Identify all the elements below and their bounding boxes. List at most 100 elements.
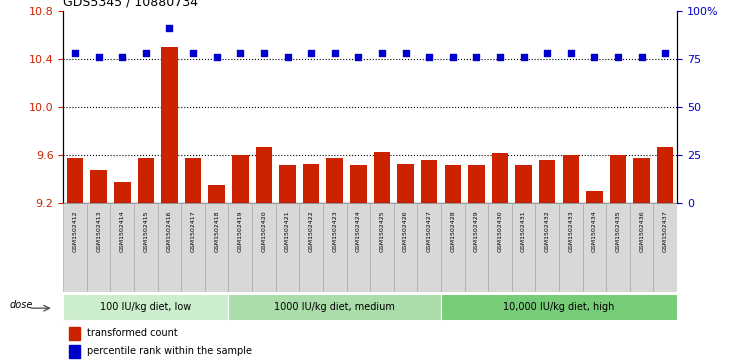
Point: [234, 50, 246, 56]
Text: 1000 IU/kg diet, medium: 1000 IU/kg diet, medium: [275, 302, 395, 312]
Point: [69, 50, 81, 56]
Text: GSM1502422: GSM1502422: [309, 211, 314, 252]
Bar: [67, 158, 83, 203]
Bar: [421, 160, 437, 203]
Text: GSM1502430: GSM1502430: [498, 211, 502, 252]
Point: [423, 54, 435, 60]
Bar: [536, 203, 559, 292]
Point: [140, 50, 152, 56]
Bar: [114, 182, 130, 203]
Bar: [208, 185, 225, 203]
Text: GSM1502425: GSM1502425: [379, 211, 385, 252]
Bar: [516, 165, 532, 203]
Point: [635, 54, 647, 60]
Point: [353, 54, 365, 60]
Bar: [69, 327, 80, 340]
Point: [329, 50, 341, 56]
Text: GSM1502428: GSM1502428: [450, 211, 455, 252]
Bar: [69, 344, 80, 358]
Bar: [299, 203, 323, 292]
Bar: [185, 158, 202, 203]
Bar: [394, 203, 417, 292]
Bar: [630, 203, 653, 292]
Bar: [323, 203, 347, 292]
Text: GSM1502419: GSM1502419: [238, 211, 243, 252]
Text: GSM1502435: GSM1502435: [615, 211, 620, 252]
Point: [116, 54, 128, 60]
Point: [518, 54, 530, 60]
Point: [400, 50, 411, 56]
Bar: [161, 47, 178, 203]
Text: GSM1502424: GSM1502424: [356, 211, 361, 252]
Bar: [464, 203, 488, 292]
Bar: [441, 294, 677, 320]
Text: GSM1502413: GSM1502413: [96, 211, 101, 252]
Text: GSM1502414: GSM1502414: [120, 211, 125, 252]
Text: transformed count: transformed count: [86, 329, 177, 338]
Point: [281, 54, 293, 60]
Text: GSM1502427: GSM1502427: [426, 211, 432, 252]
Point: [187, 50, 199, 56]
Point: [659, 50, 671, 56]
Point: [305, 50, 317, 56]
Bar: [559, 203, 583, 292]
Bar: [63, 294, 228, 320]
Bar: [327, 158, 343, 203]
Bar: [492, 153, 508, 203]
Bar: [256, 147, 272, 203]
Bar: [539, 160, 556, 203]
Point: [541, 50, 553, 56]
Bar: [373, 152, 390, 203]
Bar: [205, 203, 228, 292]
Point: [376, 50, 388, 56]
Bar: [252, 203, 276, 292]
Text: GSM1502421: GSM1502421: [285, 211, 290, 252]
Text: GSM1502416: GSM1502416: [167, 211, 172, 252]
Bar: [303, 164, 319, 203]
Bar: [279, 165, 296, 203]
Bar: [397, 164, 414, 203]
Bar: [63, 203, 87, 292]
Text: GSM1502431: GSM1502431: [521, 211, 526, 252]
Text: dose: dose: [10, 300, 33, 310]
Text: GSM1502420: GSM1502420: [261, 211, 266, 252]
Bar: [350, 165, 367, 203]
Text: GSM1502418: GSM1502418: [214, 211, 219, 252]
Bar: [583, 203, 606, 292]
Bar: [441, 203, 464, 292]
Text: GSM1502426: GSM1502426: [403, 211, 408, 252]
Point: [447, 54, 459, 60]
Bar: [134, 203, 158, 292]
Bar: [653, 203, 677, 292]
Text: GSM1502429: GSM1502429: [474, 211, 479, 252]
Bar: [228, 294, 441, 320]
Text: GSM1502432: GSM1502432: [545, 211, 550, 252]
Bar: [562, 155, 579, 203]
Text: GSM1502434: GSM1502434: [592, 211, 597, 252]
Text: GSM1502415: GSM1502415: [144, 211, 148, 252]
Bar: [657, 147, 673, 203]
Text: GSM1502417: GSM1502417: [190, 211, 196, 252]
Text: GSM1502412: GSM1502412: [73, 211, 77, 252]
Bar: [633, 158, 650, 203]
Text: GSM1502437: GSM1502437: [663, 211, 667, 252]
Bar: [138, 158, 154, 203]
Text: GSM1502433: GSM1502433: [568, 211, 574, 252]
Point: [589, 54, 600, 60]
Bar: [371, 203, 394, 292]
Bar: [512, 203, 536, 292]
Bar: [232, 155, 248, 203]
Bar: [228, 203, 252, 292]
Point: [93, 54, 105, 60]
Bar: [182, 203, 205, 292]
Text: percentile rank within the sample: percentile rank within the sample: [86, 346, 251, 356]
Text: GSM1502423: GSM1502423: [333, 211, 337, 252]
Text: 10,000 IU/kg diet, high: 10,000 IU/kg diet, high: [503, 302, 615, 312]
Bar: [90, 170, 107, 203]
Bar: [468, 165, 484, 203]
Bar: [417, 203, 441, 292]
Bar: [488, 203, 512, 292]
Point: [164, 25, 176, 31]
Bar: [158, 203, 182, 292]
Point: [258, 50, 270, 56]
